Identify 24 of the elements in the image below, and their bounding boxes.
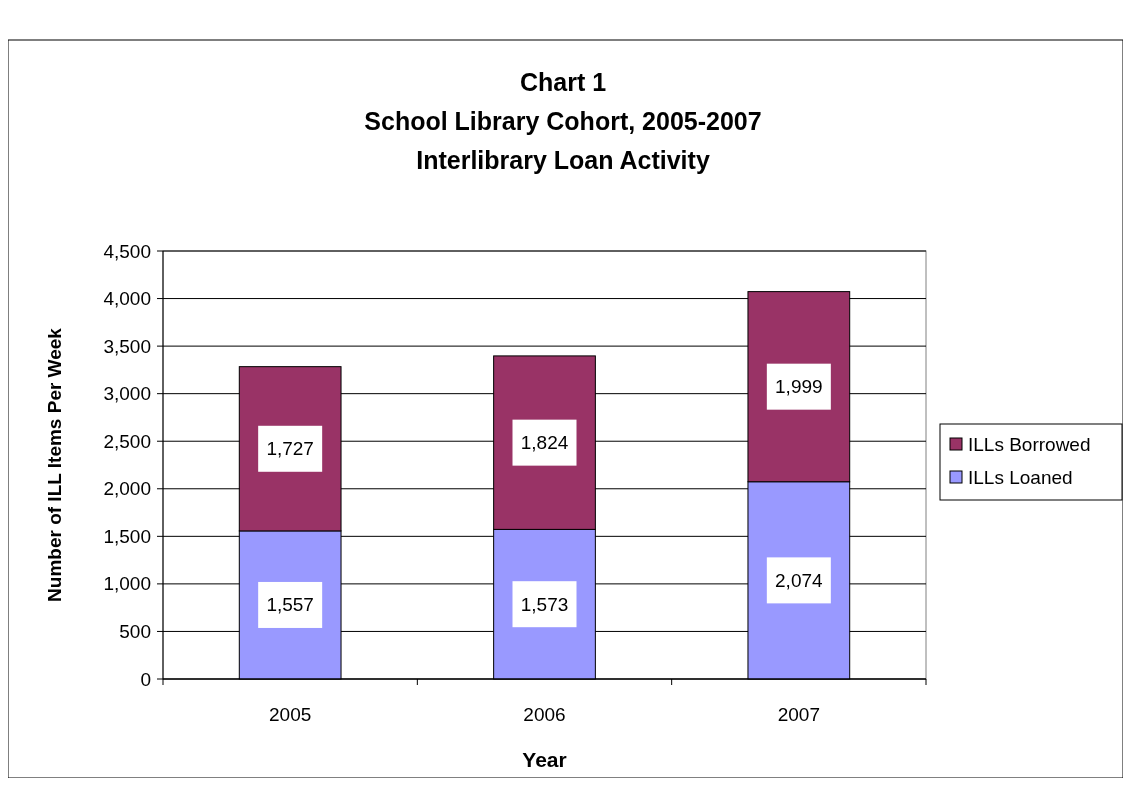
y-tick-label: 3,500	[103, 335, 151, 357]
chart-title: Chart 1 School Library Cohort, 2005-2007 Interlibrary Loan Activity	[364, 68, 762, 174]
y-tick-label: 3,000	[103, 383, 151, 405]
y-tick-label: 4,500	[103, 240, 151, 262]
data-label: 2,074	[775, 569, 824, 591]
x-tick-label: 2006	[523, 703, 566, 725]
data-label: 1,557	[266, 594, 314, 616]
x-axis-title: Year	[522, 747, 567, 771]
data-label: 1,824	[520, 432, 569, 454]
y-tick-label: 4,000	[103, 288, 151, 310]
x-tick-label: 2007	[777, 703, 820, 725]
legend-label: ILLs Loaned	[968, 466, 1073, 488]
data-label: 1,999	[775, 376, 823, 398]
legend-label: ILLs Borrowed	[968, 433, 1091, 455]
y-tick-label: 500	[119, 620, 151, 642]
data-label: 1,573	[520, 593, 569, 615]
y-tick-label: 1,000	[103, 573, 151, 595]
y-tick-label: 2,500	[103, 430, 151, 452]
y-axis-title: Number of ILL Items Per Week	[43, 327, 65, 602]
data-label: 1,727	[266, 438, 314, 460]
y-tick-label: 1,500	[103, 525, 151, 547]
y-tick-label: 2,000	[103, 478, 151, 500]
x-tick-label: 2005	[269, 703, 312, 725]
y-tick-label: 0	[140, 668, 151, 690]
